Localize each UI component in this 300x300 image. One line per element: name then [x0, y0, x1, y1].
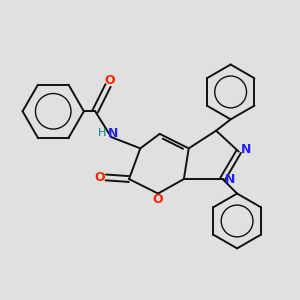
Text: O: O	[153, 193, 164, 206]
Text: O: O	[104, 74, 115, 87]
Text: N: N	[241, 142, 251, 155]
Text: O: O	[94, 171, 105, 184]
Text: N: N	[108, 127, 118, 140]
Text: H: H	[98, 128, 106, 138]
Text: N: N	[224, 173, 235, 186]
